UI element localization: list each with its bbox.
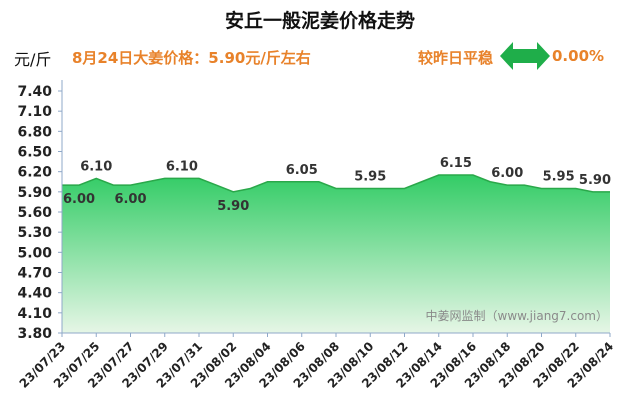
chart-title: 安丘一般泥姜价格走势 [224,10,415,32]
data-label: 5.95 [543,169,575,184]
data-label: 6.00 [114,192,146,207]
data-label: 6.00 [491,166,523,181]
data-label: 5.90 [217,199,249,214]
double-arrow-icon [500,42,550,70]
compare-label: 较昨日平稳 [418,49,494,67]
data-label: 6.05 [286,163,318,178]
data-label: 6.10 [166,159,198,174]
data-label: 5.95 [354,169,386,184]
y-tick-label: 6.20 [17,165,52,181]
y-tick-label: 4.70 [17,266,52,282]
y-tick-label: 7.40 [17,84,52,100]
y-tick-label: 5.00 [17,245,52,261]
price-info: 8月24日大姜价格：5.90元/斤左右 [72,49,311,67]
data-label: 6.00 [63,192,95,207]
data-label: 6.10 [80,159,112,174]
y-tick-label: 6.80 [17,124,52,140]
unit-label: 元/斤 [14,50,52,69]
price-area [62,175,610,333]
price-line [62,174,610,193]
data-label: 6.15 [440,156,472,171]
y-tick-label: 7.10 [17,104,52,120]
y-tick-label: 4.10 [17,306,52,322]
y-tick-label: 4.40 [17,286,52,302]
compare-value: 0.00% [552,47,605,65]
y-tick-label: 5.60 [17,205,52,221]
y-tick-label: 6.50 [17,145,52,161]
y-tick-label: 5.30 [17,225,52,241]
y-tick-label: 3.80 [17,326,52,342]
y-tick-label: 5.90 [17,185,52,201]
data-label: 5.90 [579,173,611,188]
double-arrow-shape [500,42,550,70]
watermark-text: 中姜网监制（www.jiang7.com） [426,308,608,323]
